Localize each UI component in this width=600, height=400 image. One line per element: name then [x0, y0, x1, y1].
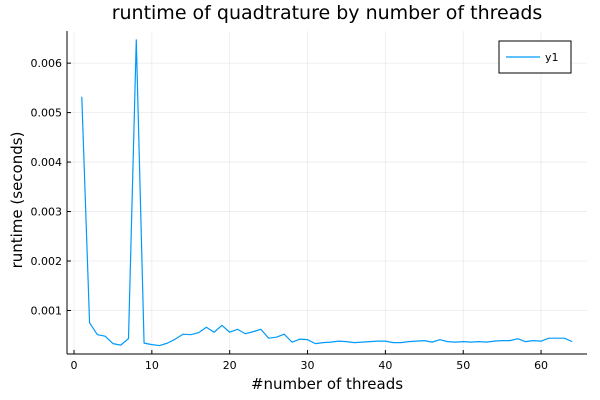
legend: y1 [498, 40, 572, 74]
y-axis-ticks: 0.001 0.002 0.003 0.004 0.005 0.006 [31, 57, 71, 317]
x-axis-ticks: 0 10 20 30 40 50 60 [71, 350, 548, 372]
series-line-y1 [81, 39, 573, 347]
y-tick-label: 0.004 [31, 156, 63, 169]
y-tick-label: 0.006 [31, 57, 63, 70]
x-tick-label: 40 [378, 359, 392, 372]
series-layer [81, 39, 573, 347]
grid-lines [67, 31, 587, 354]
y-tick-label: 0.003 [31, 206, 63, 219]
x-axis-label: #number of threads [251, 375, 403, 393]
x-tick-label: 10 [145, 359, 159, 372]
chart-title: runtime of quadtrature by number of thre… [112, 2, 543, 24]
legend-label-y1: y1 [545, 51, 559, 64]
y-tick-label: 0.001 [31, 304, 63, 317]
y-axis-label: runtime (seconds) [8, 132, 26, 269]
x-tick-label: 20 [223, 359, 237, 372]
x-tick-label: 50 [456, 359, 470, 372]
x-tick-label: 60 [534, 359, 548, 372]
y-tick-label: 0.002 [31, 255, 63, 268]
axes [66, 31, 587, 355]
x-tick-label: 0 [71, 359, 78, 372]
y-tick-label: 0.005 [31, 107, 63, 120]
x-tick-label: 30 [301, 359, 315, 372]
